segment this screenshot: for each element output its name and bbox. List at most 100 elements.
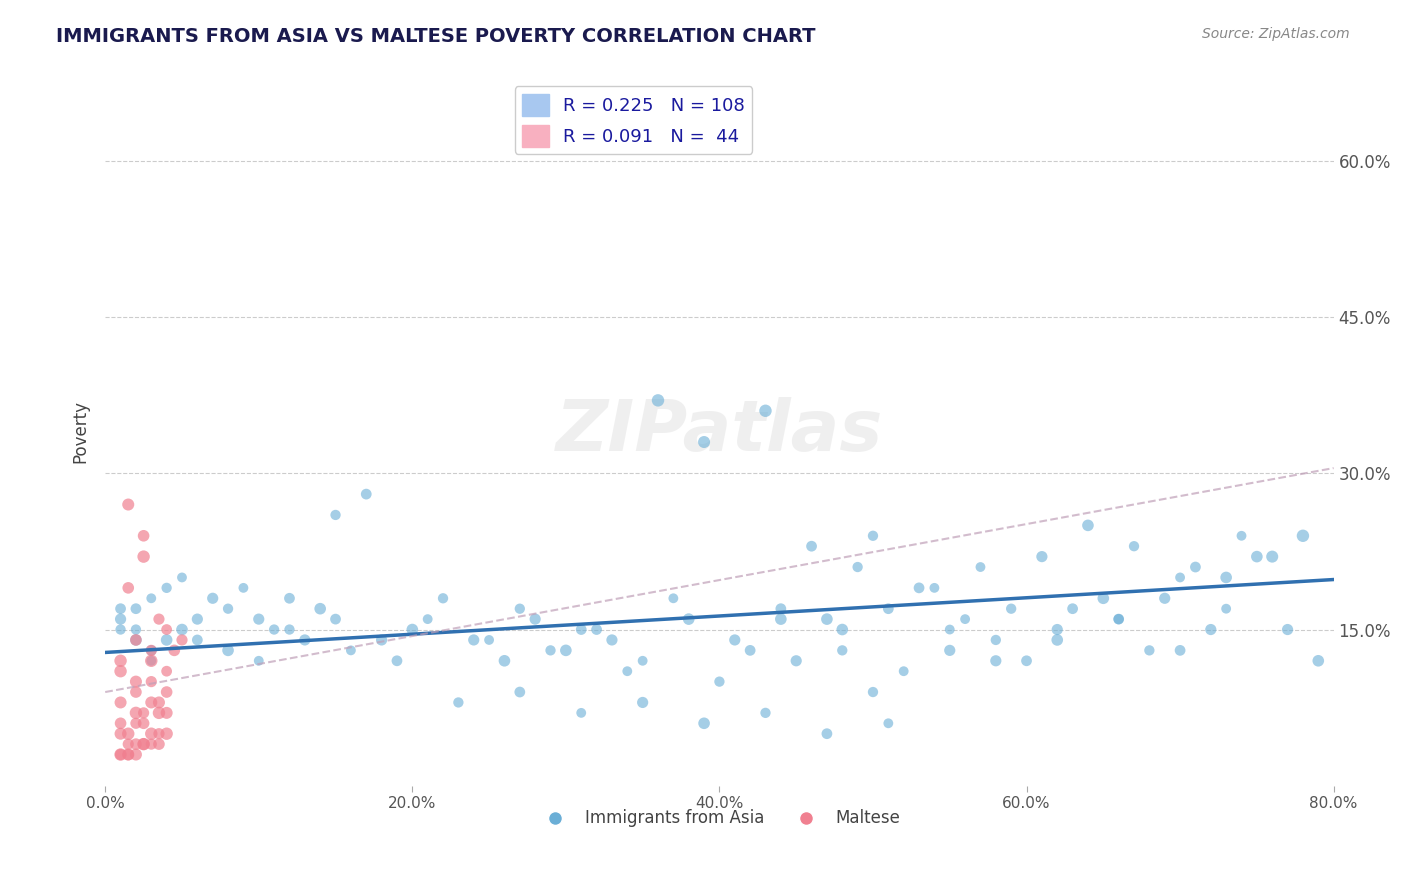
- Point: [156, 623, 179, 637]
- Point: [616, 664, 638, 678]
- Point: [217, 601, 239, 615]
- Point: [148, 737, 170, 751]
- Point: [494, 654, 516, 668]
- Point: [354, 487, 377, 501]
- Point: [862, 685, 884, 699]
- Point: [186, 632, 208, 647]
- Point: [141, 696, 163, 710]
- Point: [125, 747, 148, 762]
- Point: [110, 716, 132, 731]
- Point: [815, 727, 838, 741]
- Point: [1168, 643, 1191, 657]
- Text: Source: ZipAtlas.com: Source: ZipAtlas.com: [1202, 27, 1350, 41]
- Point: [117, 737, 139, 751]
- Point: [132, 549, 155, 564]
- Point: [401, 623, 423, 637]
- Point: [125, 716, 148, 731]
- Point: [141, 591, 163, 606]
- Point: [1077, 518, 1099, 533]
- Point: [247, 654, 270, 668]
- Point: [309, 601, 332, 615]
- Point: [769, 601, 792, 615]
- Point: [754, 706, 776, 720]
- Point: [110, 747, 132, 762]
- Point: [769, 612, 792, 626]
- Point: [815, 612, 838, 626]
- Point: [1230, 529, 1253, 543]
- Point: [1246, 549, 1268, 564]
- Point: [156, 581, 179, 595]
- Point: [1292, 529, 1315, 543]
- Point: [278, 591, 301, 606]
- Point: [294, 632, 316, 647]
- Point: [156, 632, 179, 647]
- Point: [1215, 601, 1237, 615]
- Point: [893, 664, 915, 678]
- Point: [125, 685, 148, 699]
- Point: [110, 696, 132, 710]
- Point: [984, 654, 1007, 668]
- Point: [117, 581, 139, 595]
- Point: [1031, 549, 1053, 564]
- Point: [110, 727, 132, 741]
- Point: [600, 632, 623, 647]
- Point: [1215, 570, 1237, 584]
- Point: [1046, 623, 1069, 637]
- Point: [1108, 612, 1130, 626]
- Point: [754, 404, 776, 418]
- Point: [110, 612, 132, 626]
- Point: [463, 632, 485, 647]
- Point: [1062, 601, 1084, 615]
- Point: [117, 747, 139, 762]
- Point: [846, 560, 869, 574]
- Point: [509, 685, 531, 699]
- Point: [1153, 591, 1175, 606]
- Point: [939, 643, 962, 657]
- Point: [170, 632, 193, 647]
- Point: [953, 612, 976, 626]
- Point: [232, 581, 254, 595]
- Point: [156, 727, 179, 741]
- Point: [984, 632, 1007, 647]
- Point: [432, 591, 454, 606]
- Point: [1046, 632, 1069, 647]
- Point: [247, 612, 270, 626]
- Point: [132, 716, 155, 731]
- Point: [125, 632, 148, 647]
- Point: [141, 737, 163, 751]
- Point: [141, 643, 163, 657]
- Point: [110, 601, 132, 615]
- Point: [278, 623, 301, 637]
- Point: [969, 560, 991, 574]
- Point: [693, 435, 716, 450]
- Point: [148, 727, 170, 741]
- Point: [1199, 623, 1222, 637]
- Point: [478, 632, 501, 647]
- Point: [1092, 591, 1115, 606]
- Text: IMMIGRANTS FROM ASIA VS MALTESE POVERTY CORRELATION CHART: IMMIGRANTS FROM ASIA VS MALTESE POVERTY …: [56, 27, 815, 45]
- Point: [125, 674, 148, 689]
- Point: [186, 612, 208, 626]
- Point: [125, 601, 148, 615]
- Point: [678, 612, 700, 626]
- Point: [724, 632, 747, 647]
- Point: [693, 716, 716, 731]
- Point: [117, 747, 139, 762]
- Point: [141, 654, 163, 668]
- Point: [132, 529, 155, 543]
- Point: [132, 737, 155, 751]
- Point: [862, 529, 884, 543]
- Point: [939, 623, 962, 637]
- Point: [740, 643, 762, 657]
- Point: [370, 632, 392, 647]
- Point: [924, 581, 946, 595]
- Point: [156, 664, 179, 678]
- Point: [1015, 654, 1038, 668]
- Point: [908, 581, 931, 595]
- Point: [325, 612, 347, 626]
- Point: [509, 601, 531, 615]
- Point: [831, 643, 853, 657]
- Point: [1123, 539, 1146, 553]
- Point: [540, 643, 562, 657]
- Point: [1108, 612, 1130, 626]
